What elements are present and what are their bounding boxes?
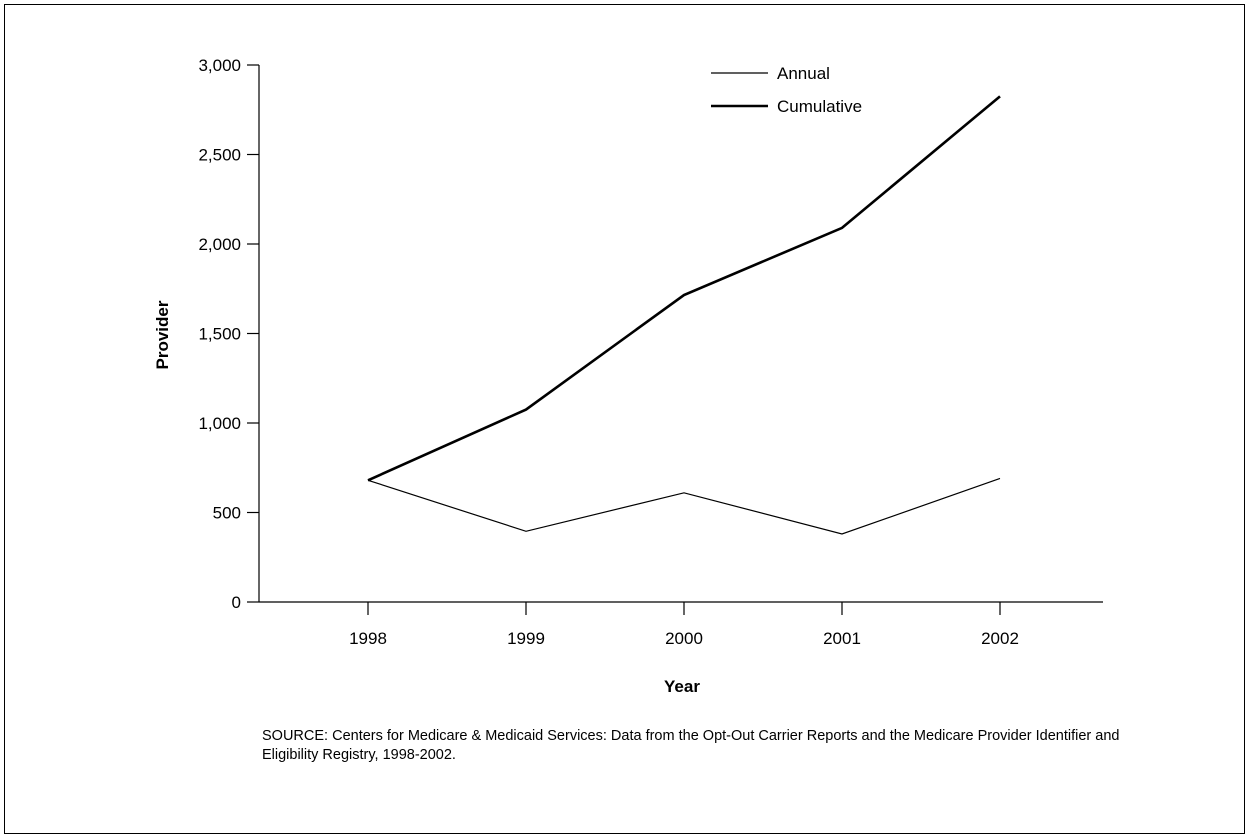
source-note: SOURCE: Centers for Medicare & Medicaid …: [262, 728, 1120, 763]
x-ticks: 1998 1999 2000 2001 2002: [349, 602, 1019, 648]
legend-label-annual: Annual: [777, 64, 830, 83]
line-chart: 0 500 1,000 1,500 2,000 2,500 3,000 1998 1999 20…: [153, 56, 1103, 696]
x-tick-label: 1999: [507, 629, 545, 648]
series-lines: [367, 95, 1001, 535]
axes: [258, 65, 1103, 603]
y-tick-label: 1,500: [198, 325, 241, 344]
x-tick-label: 2001: [823, 629, 861, 648]
y-tick-label: 2,000: [198, 235, 241, 254]
legend-label-cumulative: Cumulative: [777, 97, 862, 116]
y-tick-label: 500: [213, 504, 241, 523]
y-tick-label: 3,000: [198, 56, 241, 75]
legend: Annual Cumulative: [711, 64, 862, 116]
x-axis-title: Year: [664, 677, 700, 696]
y-tick-label: 0: [232, 593, 241, 612]
x-tick-label: 1998: [349, 629, 387, 648]
y-ticks: 0 500 1,000 1,500 2,000 2,500 3,000: [198, 56, 259, 612]
x-tick-label: 2002: [981, 629, 1019, 648]
series-line-annual: [367, 477, 1001, 535]
x-tick-label: 2000: [665, 629, 703, 648]
y-axis-title: Provider: [153, 300, 172, 369]
y-tick-label: 1,000: [198, 414, 241, 433]
y-tick-label: 2,500: [198, 146, 241, 165]
series-line-cumulative: [367, 95, 1001, 482]
